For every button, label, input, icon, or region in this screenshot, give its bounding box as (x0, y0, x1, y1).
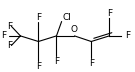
Text: F: F (8, 22, 13, 31)
Text: Cl: Cl (63, 13, 72, 22)
Text: F: F (54, 57, 59, 66)
Text: O: O (71, 25, 78, 34)
Text: F: F (1, 31, 6, 40)
Text: F: F (89, 59, 94, 68)
Text: F: F (125, 31, 130, 40)
Text: F: F (36, 62, 41, 71)
Text: F: F (107, 9, 112, 18)
Text: F: F (8, 41, 13, 50)
Text: F: F (36, 13, 41, 22)
